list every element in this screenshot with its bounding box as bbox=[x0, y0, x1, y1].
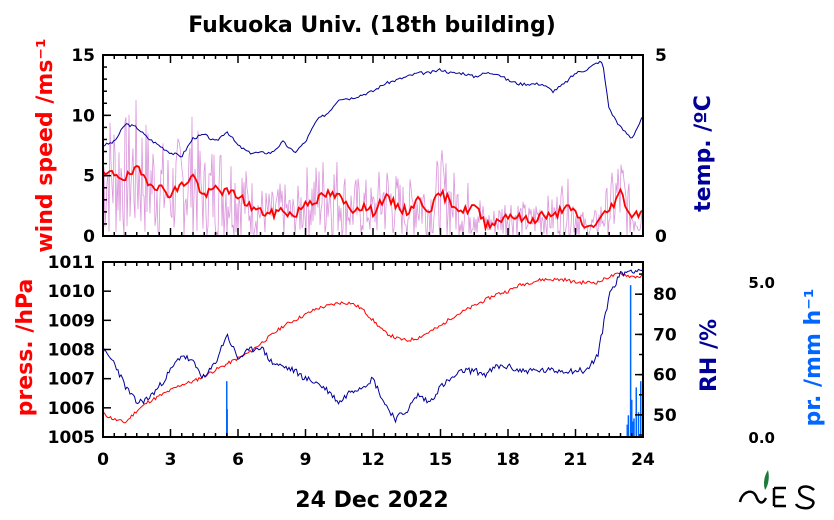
top-panel-frame bbox=[102, 54, 644, 237]
logo-stroke bbox=[738, 490, 768, 504]
bottom-panel-frame bbox=[102, 261, 644, 438]
top-panel: 0 5 10 15 0 5 wind speed /ms⁻¹ temp. /ºC bbox=[33, 38, 716, 252]
pressure-tick-label: 1011 bbox=[48, 253, 95, 273]
temp-tick-label: 0 bbox=[655, 227, 667, 247]
wind-tick-label: 0 bbox=[83, 227, 95, 247]
humidity-tick-label: 50 bbox=[653, 406, 677, 426]
pressure-line bbox=[102, 272, 644, 424]
precipitation-axis-label: pr. /mm h⁻¹ bbox=[801, 289, 826, 427]
pressure-axis-label: press. /hPa bbox=[13, 279, 38, 417]
wind-tick-label: 5 bbox=[83, 167, 95, 187]
pressure-tick-label: 1010 bbox=[48, 282, 95, 302]
humidity-tick-label: 60 bbox=[653, 366, 677, 386]
humidity-axis-label: RH /% bbox=[697, 319, 722, 392]
pressure-tick-label: 1005 bbox=[48, 428, 95, 448]
logo-s bbox=[794, 485, 815, 510]
pressure-tick-label: 1009 bbox=[48, 311, 95, 331]
pressure-tick-label: 1006 bbox=[48, 399, 95, 419]
humidity-tick-label: 80 bbox=[653, 285, 677, 305]
temp-tick-label: 5 bbox=[655, 46, 667, 66]
x-tick-label: 3 bbox=[165, 450, 177, 470]
fes-logo bbox=[738, 470, 815, 510]
precipitation-tick-label: 5.0 bbox=[748, 274, 775, 292]
pressure-tick-label: 1007 bbox=[48, 370, 95, 390]
x-tick-label: 15 bbox=[429, 450, 453, 470]
leaf-icon bbox=[764, 470, 769, 490]
wind-tick-label: 10 bbox=[71, 106, 95, 126]
temp-axis-label: temp. /ºC bbox=[691, 95, 716, 212]
x-tick-label: 21 bbox=[564, 450, 588, 470]
humidity-line bbox=[102, 268, 644, 424]
wind-tick-label: 15 bbox=[71, 46, 95, 66]
x-tick-label: 9 bbox=[300, 450, 312, 470]
x-tick-label: 0 bbox=[97, 450, 109, 470]
x-tick-label: 24 bbox=[631, 450, 655, 470]
logo-e bbox=[772, 486, 786, 508]
date-label: 24 Dec 2022 bbox=[295, 488, 448, 513]
precipitation-tick-label: 0.0 bbox=[748, 429, 775, 447]
x-tick-label: 12 bbox=[361, 450, 385, 470]
x-tick-label: 18 bbox=[496, 450, 520, 470]
humidity-tick-label: 70 bbox=[653, 325, 677, 345]
bottom-panel: 0 3 6 9 12 15 18 21 24 1005 1006 1007 1008 1009 1010 10… bbox=[13, 253, 826, 470]
pressure-tick-label: 1008 bbox=[48, 341, 95, 361]
chart-title: Fukuoka Univ. (18th building) bbox=[188, 13, 556, 38]
wind-axis-label: wind speed /ms⁻¹ bbox=[33, 38, 58, 252]
wind-speed-line bbox=[102, 164, 644, 233]
temperature-line bbox=[102, 60, 644, 158]
x-tick-label: 6 bbox=[232, 450, 244, 470]
